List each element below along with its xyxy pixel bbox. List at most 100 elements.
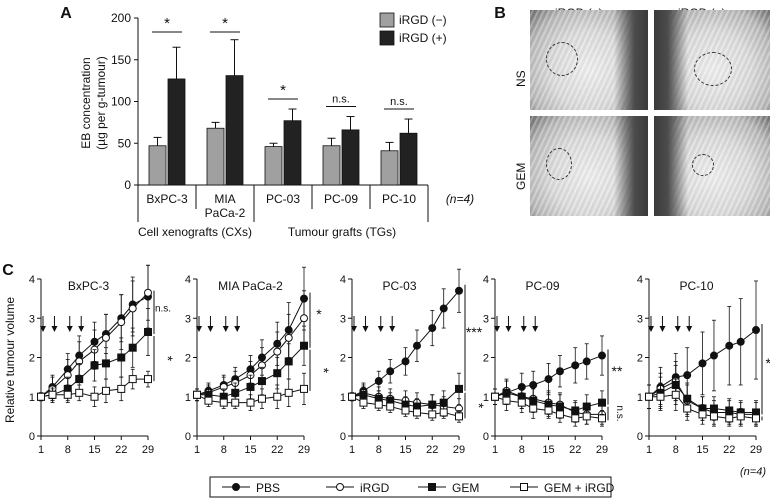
- marker-gem: [257, 377, 266, 386]
- marker-irgd: [128, 304, 137, 313]
- line-y-tick-label: 1: [340, 392, 346, 404]
- marker-gem-irgd: [517, 398, 526, 407]
- marker-pbs: [544, 375, 553, 384]
- dosing-arrow-head: [674, 326, 681, 332]
- marker-gem-irgd: [698, 410, 707, 419]
- marker-gem-irgd: [193, 390, 201, 399]
- line-x-tick-label: 8: [221, 444, 227, 456]
- line-x-tick-label: 29: [453, 444, 465, 456]
- bar: [322, 145, 341, 186]
- bar-y-tick-label: 150: [111, 53, 131, 67]
- dosing-arrow-head: [389, 326, 396, 332]
- bar: [380, 150, 399, 186]
- marker-gem: [455, 384, 463, 393]
- marker-gem-irgd: [101, 386, 110, 395]
- line-y-tick-label: 1: [185, 392, 191, 404]
- tumour-outline: [692, 154, 714, 176]
- significance-label: **: [766, 355, 770, 371]
- bar-group-label-tg: Tumour grafts (TGs): [288, 225, 396, 239]
- line-y-tick-label: 4: [340, 274, 346, 286]
- bar: [148, 145, 167, 186]
- significance-label: n.s.: [768, 410, 770, 426]
- tumour-outline: [546, 148, 572, 180]
- marker-gem-irgd: [75, 388, 84, 397]
- line-x-tick-label: 29: [142, 444, 154, 456]
- marker-gem: [300, 341, 308, 350]
- significance-label: *: [222, 15, 228, 32]
- marker-pbs: [232, 483, 240, 491]
- line-x-tick-label: 15: [696, 444, 708, 456]
- line-y-tick-label: 1: [637, 392, 643, 404]
- marker-gem-irgd: [502, 396, 511, 405]
- bar: [264, 146, 283, 186]
- line-x-tick-label: 22: [426, 444, 438, 456]
- bar-y-tick-label: 50: [118, 136, 132, 150]
- line-y-tick-label: 3: [483, 313, 489, 325]
- line-x-tick-label: 8: [673, 444, 679, 456]
- line-y-axis-label: Relative tumour volume: [3, 297, 17, 423]
- line-chart-title: PC-03: [382, 279, 416, 293]
- dosing-arrow-head: [51, 326, 58, 332]
- marker-gem-irgd: [386, 402, 395, 411]
- line-y-tick-label: 0: [483, 431, 489, 443]
- marker-gem-irgd: [683, 404, 692, 413]
- line-y-tick-label: 4: [483, 274, 489, 286]
- marker-pbs: [439, 304, 448, 313]
- bar-y-tick-label: 0: [124, 178, 131, 192]
- bar-y-axis-label-unit: (µg per g-tumour): [94, 56, 108, 150]
- marker-gem-irgd: [401, 406, 410, 415]
- marker-gem-irgd: [273, 392, 282, 401]
- bar: [225, 75, 244, 186]
- line-legend-label: iRGD: [360, 481, 390, 495]
- photo-ns-irgd-plus: [654, 10, 770, 110]
- dosing-arrow-head: [520, 326, 527, 332]
- bar: [399, 132, 418, 186]
- line-y-tick-label: 4: [637, 274, 643, 286]
- significance-label: n.s.: [390, 96, 408, 108]
- significance-label: *: [280, 82, 286, 99]
- marker-pbs: [412, 341, 421, 350]
- line-chart-title: PC-10: [679, 279, 713, 293]
- line-y-tick-label: 1: [29, 392, 35, 404]
- marker-gem-irgd: [582, 412, 591, 421]
- bar-group-label-cx: Cell xenografts (CXs): [138, 225, 252, 239]
- marker-gem-irgd: [428, 410, 437, 419]
- panel-letter-c: C: [2, 262, 14, 279]
- bar-legend-swatch: [379, 30, 395, 46]
- line-x-tick-label: 22: [569, 444, 581, 456]
- marker-gem-irgd: [144, 375, 152, 384]
- bar-category-label: BxPC-3: [146, 192, 188, 206]
- marker-gem-irgd: [709, 412, 718, 421]
- line-x-tick-label: 8: [376, 444, 382, 456]
- marker-pbs: [598, 351, 606, 360]
- marker-irgd: [101, 333, 110, 342]
- marker-gem-irgd: [63, 390, 72, 399]
- line-legend-box: [209, 476, 612, 498]
- marker-gem: [598, 398, 606, 407]
- line-y-tick-label: 0: [637, 431, 643, 443]
- bar-category-label: MIA: [214, 192, 235, 206]
- line-x-tick-label: 15: [542, 444, 554, 456]
- line-x-tick-label: 15: [244, 444, 256, 456]
- marker-gem-irgd: [204, 396, 213, 405]
- marker-gem-irgd: [128, 375, 137, 384]
- dosing-arrow-head: [234, 326, 241, 332]
- line-x-tick-label: 15: [88, 444, 100, 456]
- dosing-arrow-head: [686, 326, 693, 332]
- bar-category-label: PC-03: [266, 192, 300, 206]
- marker-gem-irgd: [736, 412, 745, 421]
- panel-b-photos: iRGD (−) iRGD (+) NS GEM: [510, 0, 770, 240]
- marker-gem-irgd: [544, 406, 553, 415]
- line-x-tick-label: 1: [646, 444, 652, 456]
- marker-irgd: [273, 347, 282, 356]
- tumour-outline: [694, 52, 732, 86]
- dosing-arrow-head: [505, 326, 512, 332]
- marker-gem-irgd: [231, 398, 240, 407]
- marker-gem-irgd: [656, 392, 665, 401]
- marker-gem-irgd: [520, 483, 528, 491]
- marker-pbs: [725, 341, 734, 350]
- marker-pbs: [386, 367, 395, 376]
- bar-y-tick-label: 200: [111, 11, 131, 25]
- significance-label: n.s.: [332, 94, 350, 106]
- line-y-tick-label: 3: [29, 313, 35, 325]
